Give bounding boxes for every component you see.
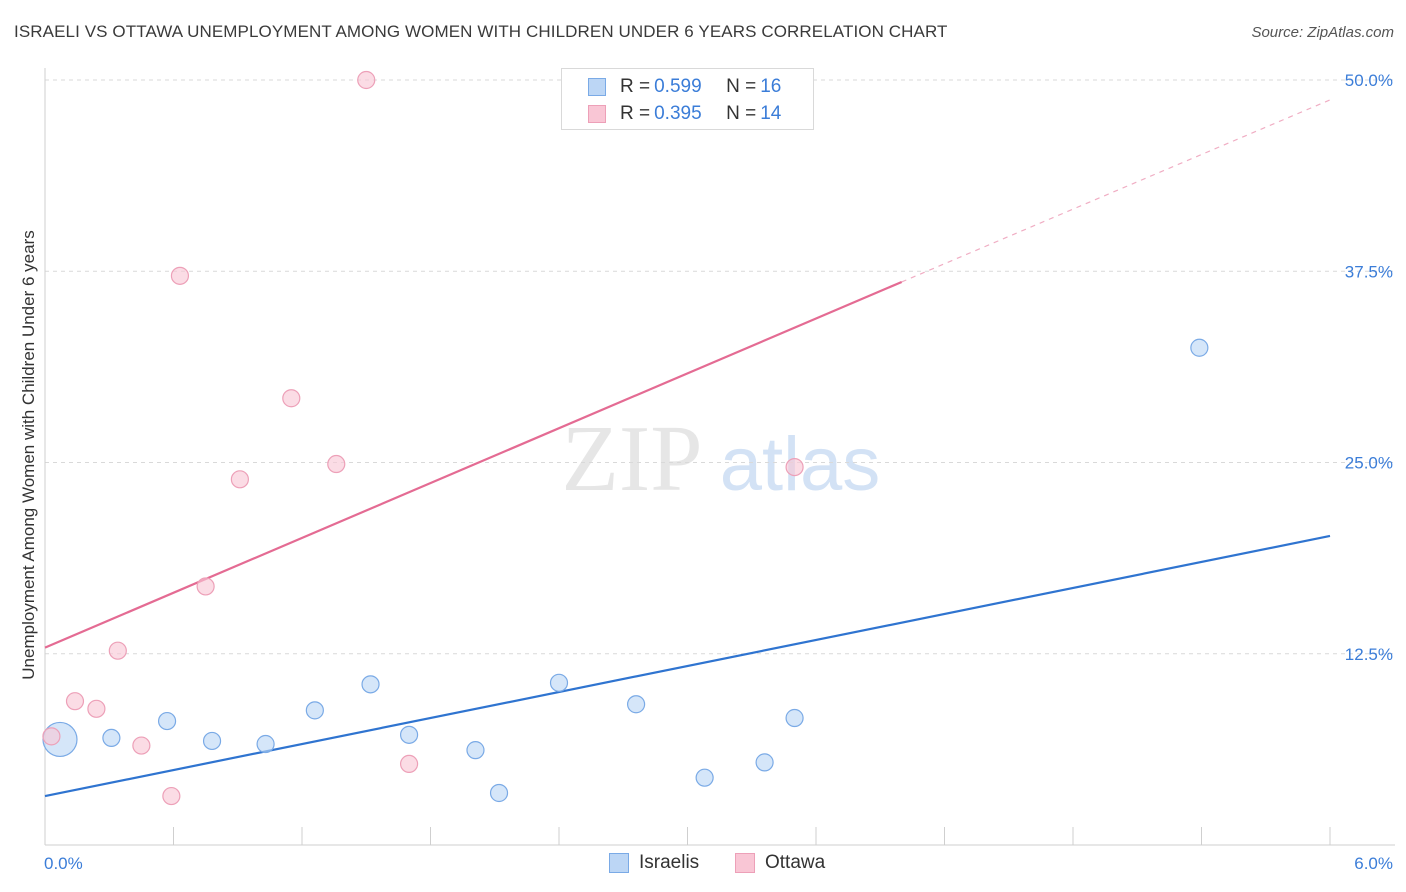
source-label: Source: ZipAtlas.com: [1251, 24, 1394, 41]
chart-title: ISRAELI VS OTTAWA UNEMPLOYMENT AMONG WOM…: [14, 22, 948, 41]
ottawa-point-0: [42, 727, 61, 746]
ottawa-point-10: [327, 454, 346, 474]
stats-legend: R = 0.599 N = 16 R = 0.395 N = 14: [561, 68, 814, 130]
y-tick-label-2: 37.5%: [1345, 262, 1393, 281]
ottawa-point-12: [399, 754, 419, 774]
legend-label-ottawa: Ottawa: [765, 852, 826, 873]
ottawa-point-13: [785, 457, 804, 477]
x-tick-label-0: 0.0%: [44, 854, 83, 873]
x-tick-label-1: 6.0%: [1354, 854, 1393, 873]
legend-label-israelis: Israelis: [639, 852, 700, 873]
n-value-ottawa: 14: [760, 103, 782, 124]
n-label: N =: [726, 103, 757, 124]
israelis-point-11: [626, 695, 646, 714]
israelis-swatch: [588, 78, 606, 96]
n-label: N =: [726, 76, 757, 97]
trend-lines: [44, 99, 1331, 798]
legend-row-israelis: R = 0.599 N = 16: [588, 75, 781, 99]
y-tick-label-3: 50.0%: [1345, 71, 1393, 90]
axes: [44, 68, 1395, 846]
tick-labels: 12.5% 25.0% 37.5% 50.0% 0.0% 6.0%: [44, 71, 1393, 873]
israelis-point-8: [466, 741, 485, 760]
watermark-zip: ZIP: [562, 407, 703, 511]
israelis-point-6: [361, 675, 380, 694]
israelis-point-4: [256, 734, 275, 754]
trend-line-ottawa: [44, 280, 903, 649]
ottawa-point-11: [357, 70, 376, 90]
ottawa-point-6: [170, 266, 190, 285]
trend-line-israelis: [44, 534, 1331, 798]
ottawa-point-1: [65, 692, 85, 711]
legend-row-ottawa: R = 0.395 N = 14: [588, 102, 781, 126]
israelis-point-15: [1190, 338, 1209, 357]
ottawa-point-8: [230, 470, 249, 489]
grid: [45, 79, 1395, 655]
ottawa-point-9: [282, 389, 301, 408]
legend-item-ottawa[interactable]: Ottawa: [735, 852, 825, 874]
ottawa-point-5: [162, 786, 181, 806]
israelis-point-12: [695, 768, 714, 787]
israelis-point-1: [102, 728, 121, 748]
y-axis-label: Unemployment Among Women with Children U…: [19, 230, 38, 679]
israelis-point-10: [549, 673, 569, 692]
y-tick-label-1: 25.0%: [1345, 454, 1393, 473]
israelis-point-14: [785, 708, 804, 728]
r-value-ottawa: 0.395: [654, 103, 702, 124]
ottawa-point-4: [132, 736, 151, 755]
ottawa-point-7: [196, 577, 215, 596]
data-points: [42, 70, 1209, 806]
israelis-point-13: [755, 753, 774, 772]
series-legend: Israelis Ottawa: [0, 852, 1406, 878]
israelis-point-3: [202, 731, 222, 751]
y-tick-label-0: 12.5%: [1345, 645, 1393, 664]
legend-item-israelis[interactable]: Israelis: [609, 852, 699, 874]
israelis-point-7: [399, 725, 419, 744]
israelis-point-2: [157, 711, 177, 731]
ottawa-swatch: [588, 105, 606, 123]
trend-line-extension-ottawa: [901, 99, 1331, 283]
ottawa-point-3: [108, 641, 127, 660]
watermark: ZIP atlas: [562, 407, 881, 511]
israelis-point-9: [489, 783, 509, 803]
ottawa-legend-swatch: [735, 853, 755, 873]
n-value-israelis: 16: [760, 76, 782, 97]
ottawa-point-2: [87, 699, 106, 718]
israelis-legend-swatch: [609, 853, 629, 873]
israelis-point-5: [305, 701, 324, 720]
r-label: R =: [620, 103, 651, 124]
r-value-israelis: 0.599: [654, 76, 702, 97]
r-label: R =: [620, 76, 651, 97]
